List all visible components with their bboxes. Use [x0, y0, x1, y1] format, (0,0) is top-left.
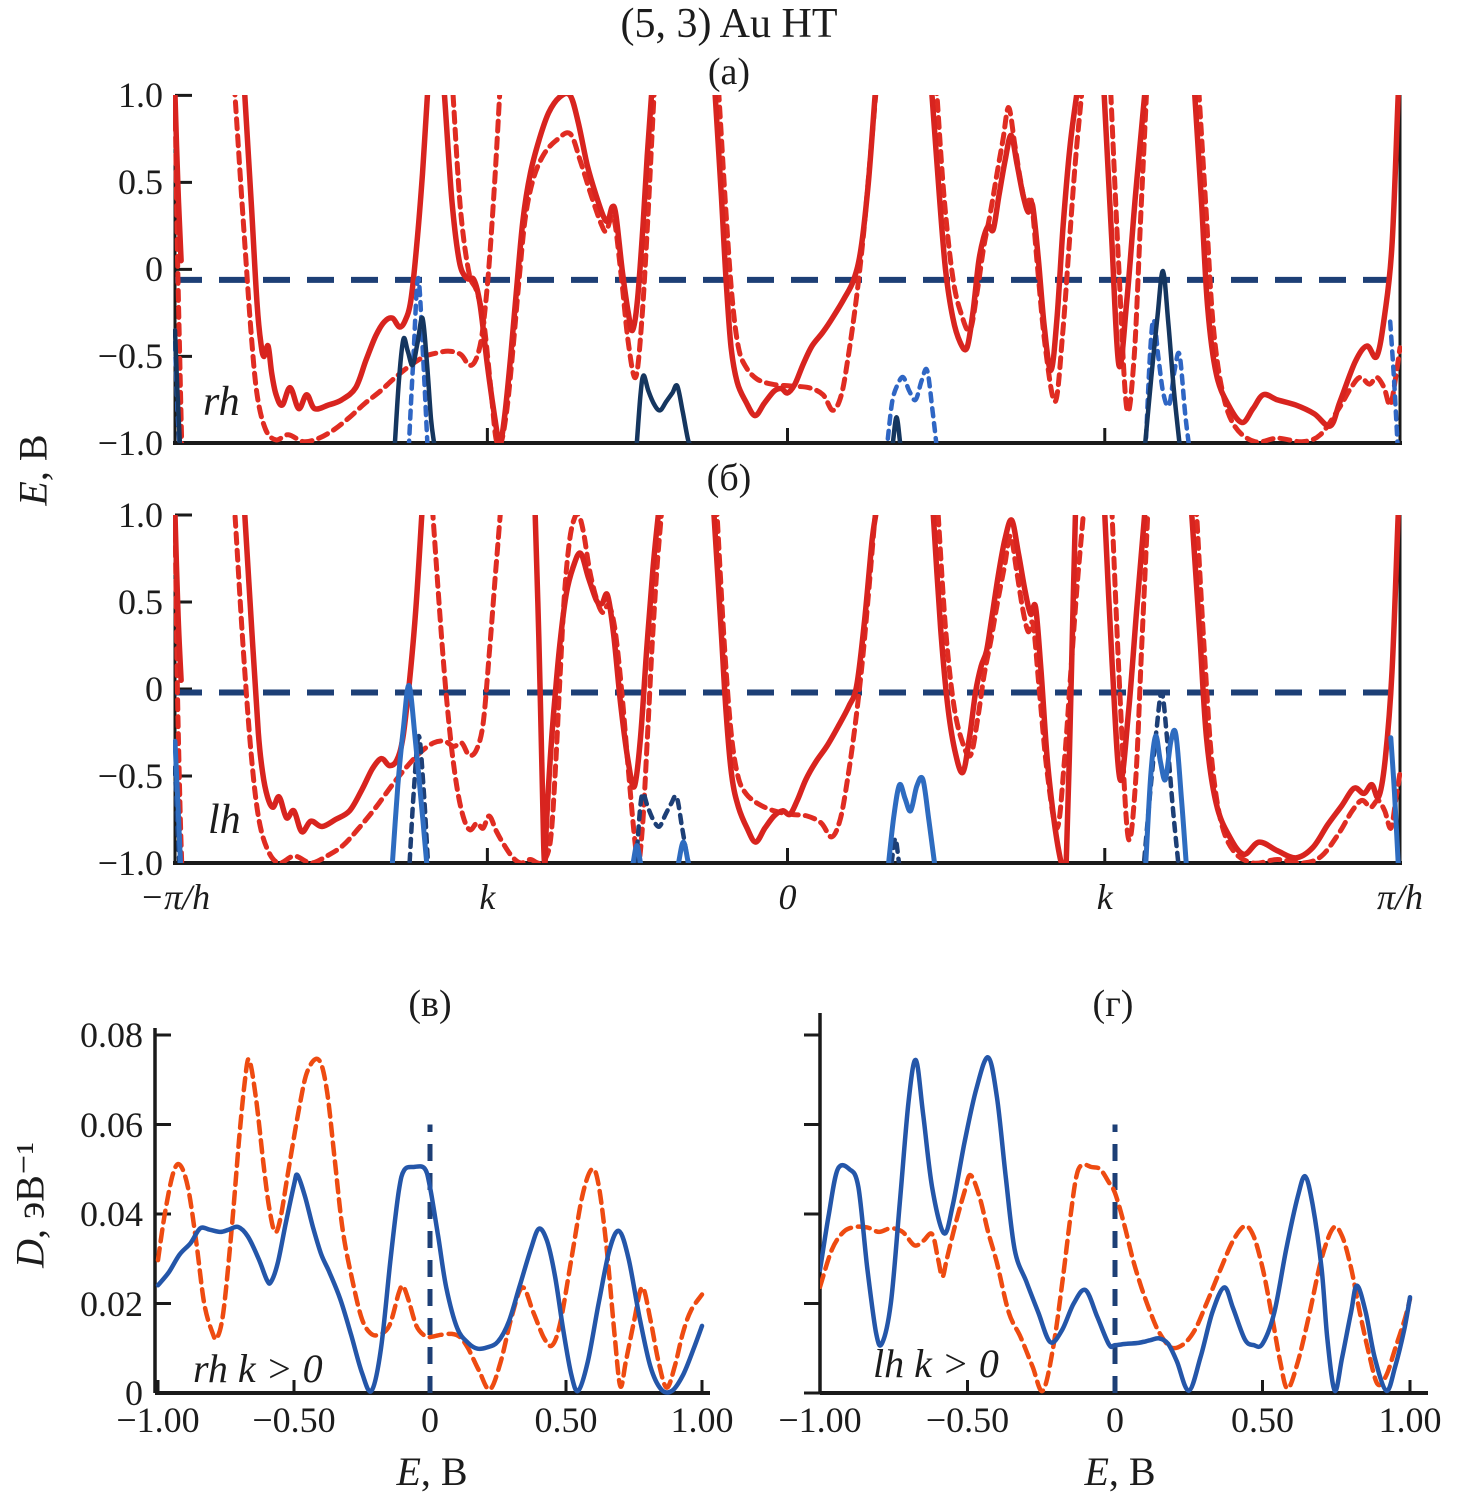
dos-axis-label-units: , эВ⁻¹: [7, 1142, 53, 1240]
panel-a-y-tick-label: 1.0: [118, 75, 163, 116]
bands-red-dashed: [935, 515, 1086, 831]
panel-g-xaxis-label: E, В: [1084, 1448, 1155, 1495]
panel-a-curve-tag: rh: [203, 379, 240, 425]
dos-orange-dashed: [820, 1162, 1413, 1394]
bands-red-solid: [929, 95, 1080, 374]
panel-b-curve-tag: lh: [208, 797, 241, 843]
panel-v-y-tick-label: 0.02: [80, 1283, 143, 1324]
bands-red-solid: [930, 515, 1066, 863]
bands-navy-solid: [1142, 268, 1182, 443]
bands-blue-solid: [389, 682, 430, 863]
k-axis-tick-label: π/h: [1376, 877, 1424, 917]
bands-red-solid: [532, 515, 662, 863]
bands-blue-dashed: [1387, 319, 1400, 443]
figure-title: (5, 3) Au НТ: [620, 1, 838, 47]
panel-a-y-tick-label: −0.5: [97, 336, 163, 377]
dos-axis-label: D, эВ⁻¹: [7, 1142, 54, 1268]
panel-b-y-tick-label: −0.5: [97, 756, 163, 796]
panel-a-y-tick-label: 0: [145, 249, 163, 290]
bands-navy-solid: [634, 373, 692, 443]
bands-red-dashed: [1108, 95, 1149, 415]
panel-a-y-tick-label: 0.5: [118, 162, 163, 203]
bands-blue-solid: [630, 843, 644, 863]
bands-blue-solid: [173, 738, 184, 863]
k-axis-tick-label: k: [479, 877, 496, 917]
bands-red-solid: [1102, 515, 1148, 783]
panel-g-curve-tag: lh k > 0: [873, 1341, 999, 1386]
panel-v-xaxis-label: E, В: [396, 1448, 467, 1495]
dos-blue-solid: [820, 1055, 1413, 1394]
k-axis-tick-label: −π/h: [139, 877, 211, 917]
panel-v-x-tick-label: −1.00: [116, 1400, 200, 1440]
panel-g-xaxis-units: , В: [1108, 1449, 1156, 1494]
bands-red-dashed: [1196, 95, 1402, 443]
panel-g-xaxis-symbol: E: [1084, 1449, 1109, 1494]
panel-v-y-tick-label: 0.06: [80, 1104, 143, 1145]
bands-red-dashed: [1194, 515, 1402, 863]
bands-navy-solid: [392, 315, 437, 443]
bands-navy-dashed: [1141, 690, 1181, 863]
bands-navy-dashed: [889, 836, 902, 863]
bands-navy-solid: [173, 328, 183, 443]
energy-axis-label-symbol: E: [10, 481, 56, 506]
bands-red-dashed: [173, 95, 185, 443]
panel-g-x-tick-label: 1.00: [1378, 1400, 1442, 1440]
bands-red-solid: [1101, 95, 1148, 370]
bands-blue-solid: [1143, 727, 1189, 863]
panel-v-x-tick-label: 0.50: [534, 1400, 598, 1440]
bands-red-dashed: [232, 95, 503, 443]
bands-red-solid: [1192, 95, 1401, 429]
panel-b-label: (б): [706, 457, 752, 499]
bands-blue-dashed: [885, 366, 939, 443]
bands-red-solid: [712, 95, 878, 419]
panel-b-y-tick-label: 1.0: [118, 495, 163, 535]
bands-red-solid: [173, 95, 184, 264]
panel-v-y-tick-label: 0: [125, 1373, 143, 1413]
panel-v-y-tick-label: 0.04: [80, 1194, 143, 1234]
dos-blue-solid: [155, 1164, 705, 1395]
bands-navy-solid: [890, 415, 903, 443]
bands-blue-solid: [675, 839, 691, 863]
dos-axis-label-symbol: D: [7, 1239, 53, 1268]
panel-b-y-tick-label: 0: [145, 669, 163, 709]
panel-b-y-tick-label: −1.0: [97, 843, 163, 883]
bands-red-solid: [242, 95, 431, 412]
panel-g-x-tick-label: −0.50: [925, 1400, 1010, 1440]
panel-v-xaxis-symbol: E: [396, 1449, 421, 1494]
panel-v-x-tick-label: 0: [421, 1400, 439, 1440]
k-axis-tick-label: 0: [778, 877, 797, 917]
bands-blue-solid: [886, 774, 938, 863]
panel-g-label: (г): [1092, 983, 1134, 1025]
panel-a-label: (а): [707, 51, 751, 93]
panel-v-y-tick-label: 0.08: [80, 1015, 143, 1055]
bands-red-dashed: [1109, 515, 1151, 843]
panel-g-x-tick-label: 0: [1106, 1400, 1124, 1440]
panel-v-x-tick-label: 1.00: [670, 1400, 734, 1440]
panel-g-x-tick-label: −1.00: [778, 1400, 862, 1440]
bands-red-dashed: [232, 515, 503, 863]
bands-blue-dashed: [406, 275, 430, 443]
energy-axis-label: E, В: [10, 434, 57, 505]
bands-blue-dashed: [1143, 317, 1191, 443]
panel-v-label: (в): [408, 983, 452, 1025]
bands-blue-solid: [1388, 735, 1401, 863]
energy-axis-label-units: , В: [10, 434, 56, 482]
bands-red-solid: [711, 515, 879, 845]
bands-red-solid: [1063, 515, 1079, 863]
panel-v-curve-tag: rh k > 0: [193, 1346, 323, 1391]
bands-red-solid: [173, 515, 184, 684]
panel-v-x-tick-label: −0.50: [252, 1400, 336, 1440]
dos-orange-dashed: [155, 1056, 705, 1392]
panel-a-y-tick-label: −1.0: [97, 423, 163, 464]
bands-red-solid: [441, 95, 655, 443]
k-axis-tick-label: k: [1096, 877, 1113, 917]
panel-g-x-tick-label: 0.50: [1231, 1400, 1294, 1440]
panel-v-xaxis-units: , В: [420, 1449, 468, 1494]
bands-red-solid: [1189, 515, 1401, 861]
panel-b-y-tick-label: 0.5: [118, 582, 163, 622]
